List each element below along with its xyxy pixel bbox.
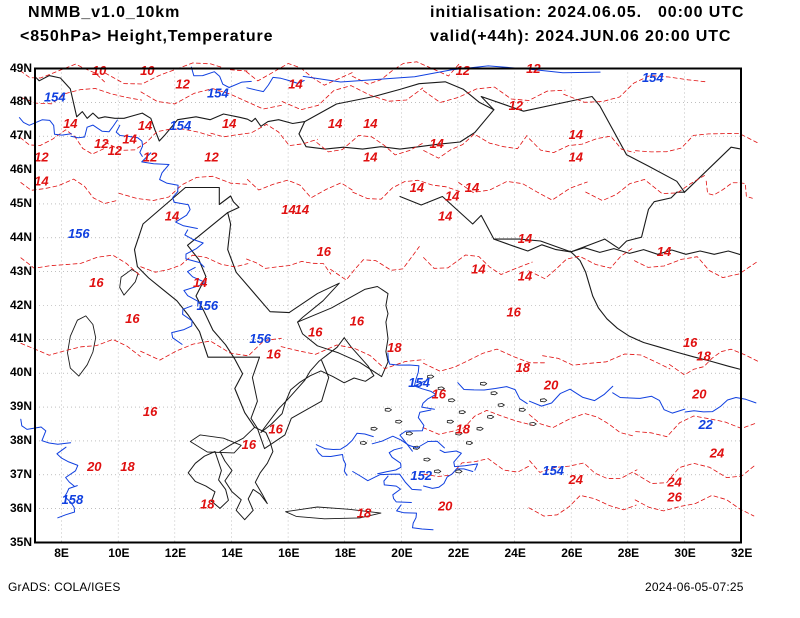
svg-text:154: 154 — [170, 118, 192, 133]
svg-text:16: 16 — [506, 304, 521, 319]
svg-text:16: 16 — [266, 347, 281, 362]
svg-text:12: 12 — [143, 149, 158, 164]
svg-text:18: 18 — [516, 360, 531, 375]
svg-text:14: 14 — [445, 189, 460, 204]
svg-text:12: 12 — [204, 149, 219, 164]
svg-text:154: 154 — [408, 375, 430, 390]
svg-text:18: 18 — [456, 422, 471, 437]
svg-text:156: 156 — [196, 298, 218, 313]
svg-text:14: 14 — [465, 180, 480, 195]
svg-text:14: 14 — [438, 209, 453, 224]
svg-text:16: 16 — [242, 437, 257, 452]
svg-text:24: 24 — [709, 446, 725, 461]
svg-text:16: 16 — [350, 313, 365, 328]
svg-text:14: 14 — [410, 180, 425, 195]
svg-text:14: 14 — [518, 231, 533, 246]
svg-text:16: 16 — [268, 422, 283, 437]
svg-text:12: 12 — [108, 143, 123, 158]
svg-text:14: 14 — [63, 116, 78, 131]
svg-text:14: 14 — [657, 244, 672, 259]
svg-text:18: 18 — [357, 505, 372, 520]
svg-text:18: 18 — [200, 496, 215, 511]
svg-text:20: 20 — [86, 459, 102, 474]
svg-text:14: 14 — [363, 116, 378, 131]
svg-text:152: 152 — [410, 468, 432, 483]
svg-text:20: 20 — [691, 386, 707, 401]
svg-text:16: 16 — [89, 275, 104, 290]
svg-text:22: 22 — [697, 417, 713, 432]
svg-text:14: 14 — [363, 149, 378, 164]
svg-text:12: 12 — [509, 98, 524, 113]
svg-text:14: 14 — [471, 262, 486, 277]
svg-text:154: 154 — [207, 85, 229, 100]
svg-text:154: 154 — [542, 463, 564, 478]
svg-text:14: 14 — [165, 209, 180, 224]
svg-text:10: 10 — [140, 63, 155, 78]
svg-text:14: 14 — [569, 149, 584, 164]
svg-text:14: 14 — [295, 202, 310, 217]
svg-text:16: 16 — [143, 404, 158, 419]
svg-text:14: 14 — [569, 127, 584, 142]
svg-text:14: 14 — [138, 118, 153, 133]
svg-text:14: 14 — [122, 131, 137, 146]
svg-text:156: 156 — [249, 331, 271, 346]
svg-text:20: 20 — [437, 499, 453, 514]
svg-text:26: 26 — [666, 490, 682, 505]
svg-text:14: 14 — [34, 174, 49, 189]
svg-text:14: 14 — [222, 116, 237, 131]
svg-text:18: 18 — [387, 340, 402, 355]
svg-text:14: 14 — [193, 275, 208, 290]
svg-text:158: 158 — [62, 492, 84, 507]
svg-text:12: 12 — [456, 63, 471, 78]
svg-text:14: 14 — [328, 116, 343, 131]
svg-text:24: 24 — [666, 475, 682, 490]
svg-text:16: 16 — [432, 386, 447, 401]
svg-text:16: 16 — [317, 244, 332, 259]
svg-text:14: 14 — [518, 268, 533, 283]
svg-text:20: 20 — [543, 377, 559, 392]
svg-text:18: 18 — [120, 459, 135, 474]
svg-text:12: 12 — [34, 149, 49, 164]
svg-text:14: 14 — [429, 136, 444, 151]
svg-text:154: 154 — [642, 70, 664, 85]
svg-text:16: 16 — [125, 311, 140, 326]
svg-text:18: 18 — [696, 349, 711, 364]
svg-text:16: 16 — [308, 324, 323, 339]
svg-text:12: 12 — [175, 76, 190, 91]
svg-text:154: 154 — [44, 90, 66, 105]
svg-text:10: 10 — [92, 63, 107, 78]
svg-text:156: 156 — [68, 226, 90, 241]
svg-text:24: 24 — [568, 472, 584, 487]
svg-text:14: 14 — [288, 76, 303, 91]
